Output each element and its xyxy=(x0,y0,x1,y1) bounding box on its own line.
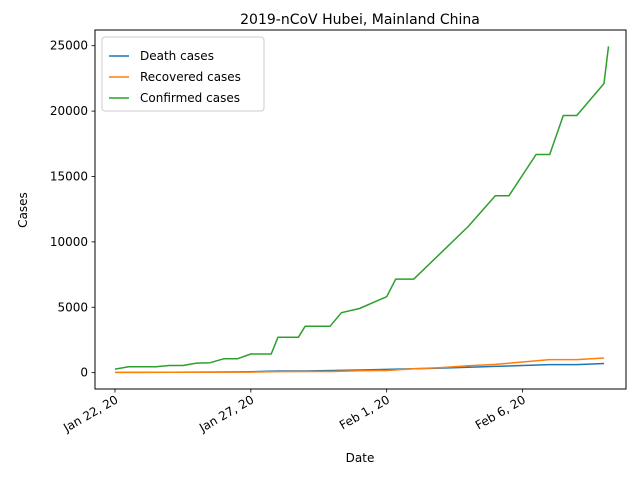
x-tick-label: Feb 6, 20 xyxy=(473,392,528,432)
y-tick-label: 25000 xyxy=(50,39,88,53)
legend-label-confirmed: Confirmed cases xyxy=(140,91,240,105)
legend: Death cases Recovered cases Confirmed ca… xyxy=(101,36,265,112)
y-axis-label: Cases xyxy=(16,192,30,228)
plot-area-frame xyxy=(94,29,627,390)
legend-frame xyxy=(101,36,265,112)
x-tick-label: Jan 22, 20 xyxy=(60,392,120,435)
x-tick-label: Feb 1, 20 xyxy=(337,392,392,432)
chart-title: 2019-nCoV Hubei, Mainland China xyxy=(240,12,480,28)
legend-label-recovered: Recovered cases xyxy=(140,70,241,84)
y-tick-label: 0 xyxy=(80,366,88,380)
legend-label-death: Death cases xyxy=(140,49,214,63)
y-tick-label: 20000 xyxy=(50,104,88,118)
y-axis: 0 5000 10000 15000 20000 25000 xyxy=(50,39,95,380)
series-line-recovered-cases xyxy=(115,357,605,374)
x-axis-label: Date xyxy=(346,451,375,465)
y-tick-label: 5000 xyxy=(57,300,88,314)
legend-item-confirmed: Confirmed cases xyxy=(109,91,240,105)
legend-item-recovered: Recovered cases xyxy=(109,70,241,84)
y-tick-label: 10000 xyxy=(50,235,88,249)
legend-item-death: Death cases xyxy=(109,49,214,63)
x-tick-label: Jan 27, 20 xyxy=(196,392,256,435)
series-line-confirmed-cases xyxy=(114,46,610,370)
plot-lines xyxy=(114,46,610,374)
y-tick-label: 15000 xyxy=(50,169,88,183)
x-axis: Jan 22, 20 Jan 27, 20 Feb 1, 20 Feb 6, 20 xyxy=(60,389,528,435)
